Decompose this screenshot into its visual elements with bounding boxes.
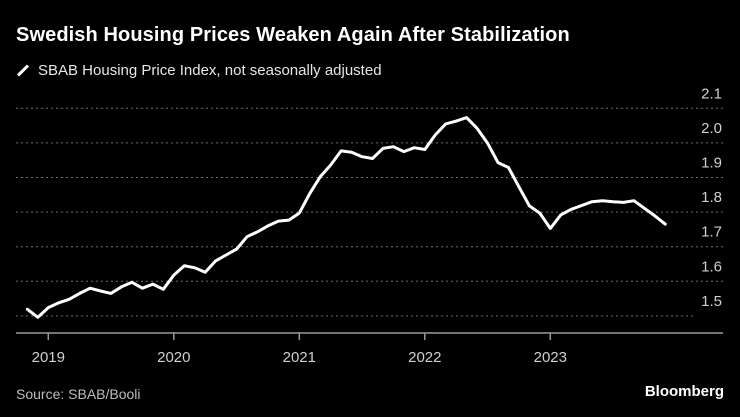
x-tick-label: 2022	[408, 349, 441, 366]
chart-title: Swedish Housing Prices Weaken Again Afte…	[16, 24, 570, 46]
y-tick-label: 1.7	[701, 224, 722, 241]
y-tick-label: 2.1	[701, 85, 722, 102]
y-tick-label: 1.9	[701, 155, 722, 172]
source-note: Source: SBAB/Booli	[16, 386, 141, 402]
x-tick-label: 2020	[157, 349, 190, 366]
y-tick-label: 1.5	[701, 293, 722, 310]
bloomberg-logo: Bloomberg	[644, 383, 724, 400]
legend: SBAB Housing Price Index, not seasonally…	[16, 62, 382, 79]
x-tick-label: 2023	[534, 349, 567, 366]
series-line	[25, 116, 667, 319]
y-tick-label: 1.6	[701, 258, 722, 275]
legend-label: SBAB Housing Price Index, not seasonally…	[38, 62, 382, 79]
y-tick-label: 2.0	[701, 120, 722, 137]
x-tick-label: 2019	[32, 349, 65, 366]
x-tick-label: 2021	[283, 349, 316, 366]
y-tick-label: 1.8	[701, 189, 722, 206]
